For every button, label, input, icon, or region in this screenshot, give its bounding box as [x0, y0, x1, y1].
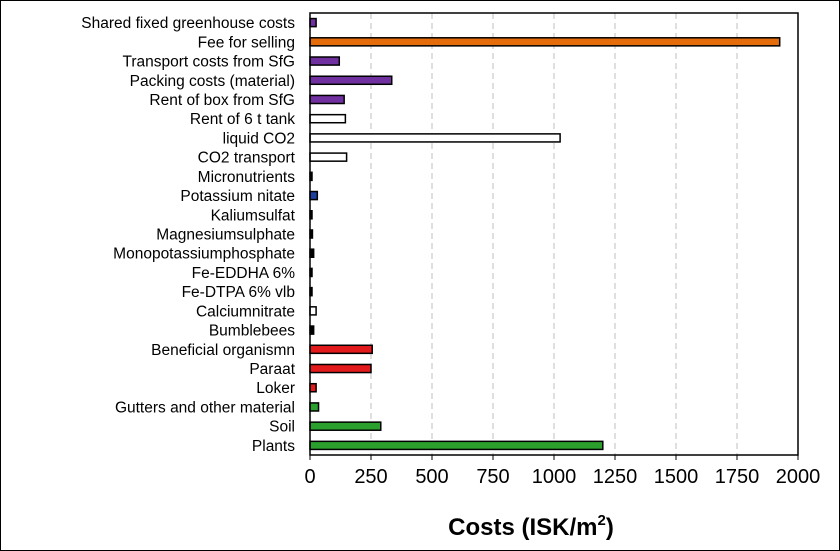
- bar: [309, 306, 317, 316]
- category-label: liquid CO2: [223, 130, 295, 147]
- x-tick-label: 1000: [532, 466, 577, 488]
- category-label: Calciumnitrate: [196, 303, 295, 320]
- category-label: Beneficial organismn: [151, 342, 295, 359]
- bar: [309, 152, 348, 162]
- bar: [309, 190, 319, 201]
- category-label: Plants: [252, 438, 295, 455]
- category-label: Transport costs from SfG: [122, 54, 295, 71]
- category-label: Shared fixed greenhouse costs: [81, 15, 295, 32]
- plot-area: [309, 12, 799, 456]
- category-label: Micronutrients: [198, 169, 296, 186]
- bar: [309, 382, 317, 393]
- x-tick-label: 750: [476, 466, 509, 488]
- x-tick-label: 1250: [593, 466, 638, 488]
- x-tick-label: 250: [354, 466, 387, 488]
- category-label: Potassium nitate: [180, 188, 295, 205]
- bar: [309, 421, 382, 431]
- bar: [309, 440, 604, 451]
- category-label: Rent of box from SfG: [149, 92, 295, 109]
- x-axis-title: Costs (ISK/m2): [448, 512, 614, 541]
- x-axis-title-suffix: ): [606, 514, 614, 541]
- x-tick-label: 0: [304, 466, 315, 488]
- category-label: Soil: [269, 419, 295, 436]
- category-label: Loker: [256, 380, 295, 397]
- bar: [309, 56, 341, 66]
- bar: [309, 75, 393, 86]
- x-tick-label: 1750: [715, 466, 760, 488]
- bar-layer: [309, 17, 781, 451]
- x-axis-title-main: Costs (ISK/m: [448, 514, 597, 541]
- bar: [309, 402, 320, 412]
- bar: [309, 17, 317, 28]
- category-label: Monopotassiumphosphate: [113, 246, 295, 263]
- category-label: Paraat: [249, 361, 295, 378]
- category-label: Packing costs (material): [130, 73, 295, 90]
- category-label: Bumblebees: [209, 323, 295, 340]
- grid-layer: [309, 13, 799, 460]
- bar: [309, 363, 372, 374]
- bar: [309, 94, 345, 105]
- x-tick-labels: 0 250 500 750 1000 1250 1500 1750 2000: [304, 466, 820, 488]
- category-label: Fe-EDDHA 6%: [192, 265, 296, 282]
- category-label: Fe-DTPA 6% vlb: [182, 284, 295, 301]
- bar: [309, 113, 347, 124]
- bar: [309, 344, 373, 355]
- bar: [309, 37, 781, 47]
- category-label: CO2 transport: [198, 150, 296, 167]
- category-label: Rent of 6 t tank: [190, 111, 295, 128]
- category-label: Magnesiumsulphate: [156, 227, 295, 244]
- x-tick-label: 2000: [776, 466, 821, 488]
- x-tick-label: 500: [415, 466, 448, 488]
- x-axis-title-superscript: 2: [598, 512, 606, 529]
- category-label: Kaliumsulfat: [211, 207, 296, 224]
- x-tick-label: 1500: [654, 466, 699, 488]
- category-labels: Shared fixed greenhouse costs Fee for sel…: [81, 15, 295, 455]
- category-label: Gutters and other material: [115, 399, 295, 416]
- category-label: Fee for selling: [198, 34, 295, 51]
- bar: [309, 133, 561, 143]
